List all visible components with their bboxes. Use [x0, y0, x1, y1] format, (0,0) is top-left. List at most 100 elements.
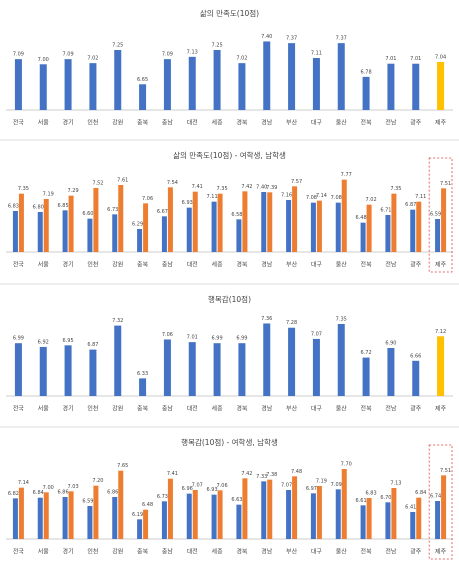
data-label: 6.82 [8, 491, 19, 497]
x-tick-label: 충남 [162, 405, 174, 413]
bar [37, 212, 43, 252]
x-tick-label: 경기 [63, 119, 74, 127]
data-label: 7.01 [385, 56, 396, 62]
bar [143, 509, 149, 539]
x-tick-label: 경남 [261, 548, 273, 556]
bar [362, 357, 370, 396]
bar [12, 211, 18, 252]
bar [261, 192, 267, 252]
data-label: 7.20 [92, 478, 103, 484]
data-label: 7.13 [187, 49, 198, 55]
data-label: 7.00 [43, 485, 54, 491]
bar [112, 214, 118, 252]
bar [261, 481, 267, 539]
data-label: 6.87 [87, 342, 98, 348]
bar [87, 506, 93, 539]
bar [385, 215, 391, 252]
data-label: 7.41 [167, 471, 178, 477]
x-tick-label: 전국 [13, 119, 25, 127]
bar [137, 519, 143, 539]
bar [12, 498, 18, 539]
data-label: 7.02 [236, 56, 247, 62]
bar [437, 336, 445, 396]
bar [288, 327, 296, 396]
data-label: 6.60 [82, 211, 93, 217]
data-label: 7.35 [390, 186, 401, 192]
data-label: 7.02 [366, 197, 377, 203]
x-tick-label: 경남 [261, 405, 273, 413]
data-label: 7.04 [435, 55, 446, 61]
data-label: 6.80 [33, 205, 44, 211]
data-label: 7.09 [162, 52, 173, 58]
bar [238, 63, 246, 110]
data-label: 7.42 [241, 471, 252, 477]
bar [292, 186, 298, 252]
data-label: 6.83 [8, 204, 19, 210]
data-label: 7.06 [162, 332, 173, 338]
x-tick-label: 전남 [385, 405, 397, 413]
bar [112, 497, 118, 539]
x-tick-label: 광주 [410, 406, 422, 413]
data-label: 7.28 [286, 320, 297, 326]
data-label: 7.13 [390, 481, 401, 487]
bar [242, 191, 248, 252]
bar [267, 479, 273, 539]
x-tick-label: 광주 [410, 120, 422, 127]
x-tick-label: 인천 [87, 119, 98, 127]
x-tick-label: 울산 [336, 405, 348, 413]
data-label: 7.35 [336, 317, 347, 323]
bar [18, 487, 24, 539]
data-label: 6.86 [107, 490, 118, 496]
bar [43, 199, 49, 252]
data-label: 7.42 [241, 184, 252, 190]
data-label: 7.33 [256, 474, 267, 480]
bar [87, 218, 93, 252]
data-label: 6.93 [182, 200, 193, 206]
bar [410, 512, 416, 539]
bar [213, 50, 221, 110]
bar [14, 343, 22, 396]
data-label: 6.85 [58, 203, 69, 209]
data-label: 6.63 [231, 497, 242, 503]
data-label: 6.19 [132, 512, 143, 518]
data-label: 6.41 [405, 505, 416, 511]
data-label: 7.16 [281, 193, 292, 199]
bar [435, 219, 441, 252]
bar [335, 202, 341, 252]
data-label: 7.39 [266, 185, 277, 191]
bar [437, 62, 445, 110]
bar [163, 59, 171, 110]
data-label: 7.70 [341, 462, 352, 468]
data-label: 6.33 [137, 371, 148, 377]
data-label: 7.77 [341, 172, 352, 178]
bar [93, 188, 99, 252]
bar [37, 497, 43, 539]
x-tick-label: 경북 [236, 406, 248, 413]
data-label: 6.99 [212, 336, 223, 342]
x-tick-label: 세종 [212, 119, 224, 127]
data-label: 7.02 [87, 56, 98, 62]
bar [68, 195, 74, 252]
x-tick-label: 경기 [63, 548, 74, 556]
data-label: 6.66 [410, 353, 421, 359]
data-label: 7.52 [92, 181, 103, 187]
bar [89, 349, 97, 396]
data-label: 7.01 [187, 335, 198, 341]
data-label: 6.70 [380, 495, 391, 501]
data-label: 7.06 [142, 196, 153, 202]
bar [316, 200, 322, 252]
bar [43, 492, 49, 539]
bar [286, 490, 292, 539]
x-tick-label: 세종 [212, 261, 224, 269]
bar [435, 501, 441, 539]
x-tick-label: 대구 [311, 261, 323, 269]
x-tick-label: 부산 [286, 119, 298, 127]
data-label: 6.71 [380, 208, 391, 214]
chart-title: 삶의 만족도(10점) [200, 8, 259, 18]
bar [167, 187, 173, 252]
bar [292, 476, 298, 539]
bar [366, 204, 372, 252]
x-tick-label: 경남 [261, 261, 273, 269]
